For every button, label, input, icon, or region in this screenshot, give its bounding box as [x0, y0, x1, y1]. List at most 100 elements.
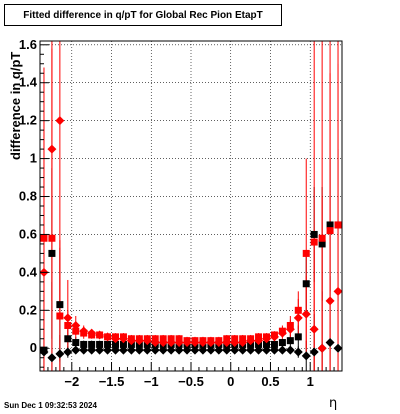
x-tick-label: −2 — [64, 374, 79, 389]
data-point — [166, 345, 176, 355]
data-point — [142, 336, 152, 346]
x-tick-label: −1 — [144, 374, 159, 389]
data-point — [198, 338, 208, 348]
data-point — [238, 345, 248, 355]
data-point — [63, 313, 73, 323]
tick-labels: −2 −1.5 −1 −0.5 0 0.5 1 0 0.2 0.4 0.6 0.8 1 1.2 1.4 1.6 — [19, 37, 314, 389]
data-point — [318, 240, 326, 248]
data-point — [174, 345, 184, 355]
data-point — [80, 340, 88, 348]
data-point — [262, 345, 271, 355]
y-tick-label: 0.6 — [19, 226, 37, 241]
grid — [40, 41, 342, 371]
data-point — [166, 338, 176, 348]
data-point — [63, 347, 73, 357]
data-point — [104, 340, 112, 348]
data-point — [72, 327, 80, 335]
y-tick-label: 1.6 — [19, 37, 37, 52]
data-point — [158, 338, 168, 348]
data-point — [302, 249, 310, 257]
data-point — [198, 345, 208, 355]
data-point — [270, 340, 278, 348]
data-point — [111, 345, 120, 355]
data-point — [40, 234, 48, 242]
data-point — [72, 339, 80, 347]
data-point — [310, 238, 318, 246]
data-point — [95, 345, 105, 355]
data-point — [318, 234, 326, 242]
data-point — [269, 332, 279, 342]
data-point — [230, 338, 240, 348]
data-point — [246, 345, 256, 355]
data-point — [254, 345, 264, 355]
data-point — [262, 334, 271, 344]
data-point — [79, 326, 89, 336]
data-point — [56, 301, 64, 309]
date-stamp: Sun Dec 1 09:32:53 2024 — [4, 401, 97, 410]
data-point — [95, 330, 105, 340]
data-point — [134, 336, 144, 346]
data-point — [47, 144, 57, 154]
x-tick-label: −1.5 — [99, 374, 125, 389]
data-point — [214, 345, 224, 355]
data-point — [222, 345, 232, 355]
data-point — [119, 340, 127, 348]
data-point — [55, 116, 65, 126]
data-point — [112, 340, 119, 348]
axis-ticks — [40, 44, 343, 371]
data-point — [285, 324, 295, 334]
data-point — [126, 336, 136, 346]
data-point — [285, 345, 295, 355]
data-point — [310, 230, 318, 238]
data-point — [286, 337, 294, 345]
data-point — [317, 343, 327, 353]
data-point — [87, 328, 97, 338]
data-point — [302, 280, 310, 288]
x-axis-label: η — [329, 396, 338, 411]
data-point — [47, 353, 57, 363]
data-point — [64, 321, 72, 329]
data-point — [293, 347, 303, 357]
y-tick-label: 0.2 — [19, 302, 37, 317]
data-point — [64, 335, 72, 343]
data-point — [333, 286, 343, 296]
data-point — [182, 338, 192, 348]
data-point — [293, 313, 303, 323]
y-tick-label: 0 — [30, 340, 37, 355]
data-point — [334, 221, 342, 229]
data-point — [111, 334, 120, 344]
data-point — [71, 345, 81, 355]
data-point — [269, 345, 279, 355]
data-point — [48, 249, 56, 257]
data-point — [206, 345, 216, 355]
y-tick-label: 1.2 — [19, 113, 37, 128]
data-point — [222, 338, 232, 348]
data-point — [150, 345, 160, 355]
y-tick-label: 0.4 — [19, 264, 38, 279]
y-tick-label: 1 — [30, 151, 37, 166]
data-point — [190, 345, 200, 355]
data-point — [325, 338, 335, 348]
data-point — [79, 345, 89, 355]
data-point — [326, 221, 334, 229]
data-point — [277, 345, 287, 355]
y-tick-label: 0.8 — [19, 189, 37, 204]
chart-title: Fitted difference in q/pT for Global Rec… — [4, 4, 282, 26]
x-tick-label: 0.5 — [261, 374, 279, 389]
data-point — [301, 309, 311, 319]
data-point — [333, 343, 343, 353]
data-point — [118, 334, 128, 344]
x-tick-label: −0.5 — [178, 374, 204, 389]
data-point — [294, 306, 302, 314]
data-point — [214, 338, 224, 348]
data-point — [88, 340, 96, 348]
data-point — [309, 347, 319, 357]
data-point — [174, 338, 184, 348]
data-point — [39, 347, 49, 357]
data-point — [326, 227, 334, 235]
data-point — [142, 345, 152, 355]
data-point — [182, 345, 192, 355]
data-point — [126, 345, 136, 355]
data-point — [103, 332, 113, 342]
